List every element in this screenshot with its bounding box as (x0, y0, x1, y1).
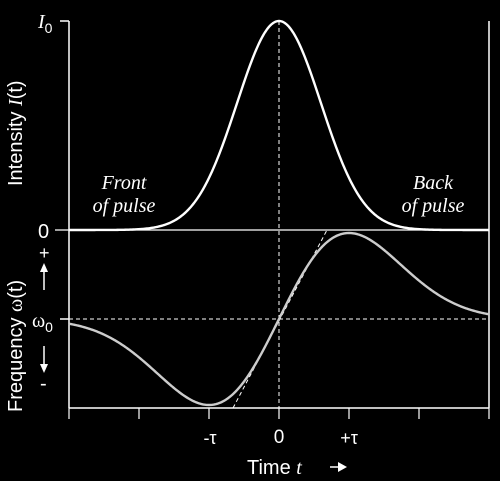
minus-label: - (40, 373, 47, 395)
frequency-axis-label: Frequency ω(t) (5, 280, 27, 412)
right-arrow-icon (338, 462, 347, 472)
front-of-pulse-line1: Front (101, 172, 147, 194)
tick-label-neg-tau: -τ (203, 428, 216, 448)
front-of-pulse-line2: of pulse (93, 195, 156, 217)
frequency-curve (68, 231, 490, 407)
plus-label: + (39, 243, 50, 263)
tick-label-pos-tau: +τ (340, 428, 358, 448)
omega0-label: ω0 (32, 310, 53, 335)
intensity-curve (69, 19, 489, 232)
back-of-pulse-line2: of pulse (402, 195, 465, 217)
back-of-pulse-line1: Back (413, 172, 454, 194)
tick-label-zero: 0 (274, 427, 285, 448)
up-arrow-icon (40, 263, 48, 272)
zero-intensity-label: 0 (38, 221, 49, 243)
time-axis-label: Time t (247, 457, 302, 479)
down-arrow-icon (40, 364, 48, 373)
i0-label: I0 (37, 11, 53, 36)
intensity-axis-label: Intensity I(t) (5, 80, 27, 186)
